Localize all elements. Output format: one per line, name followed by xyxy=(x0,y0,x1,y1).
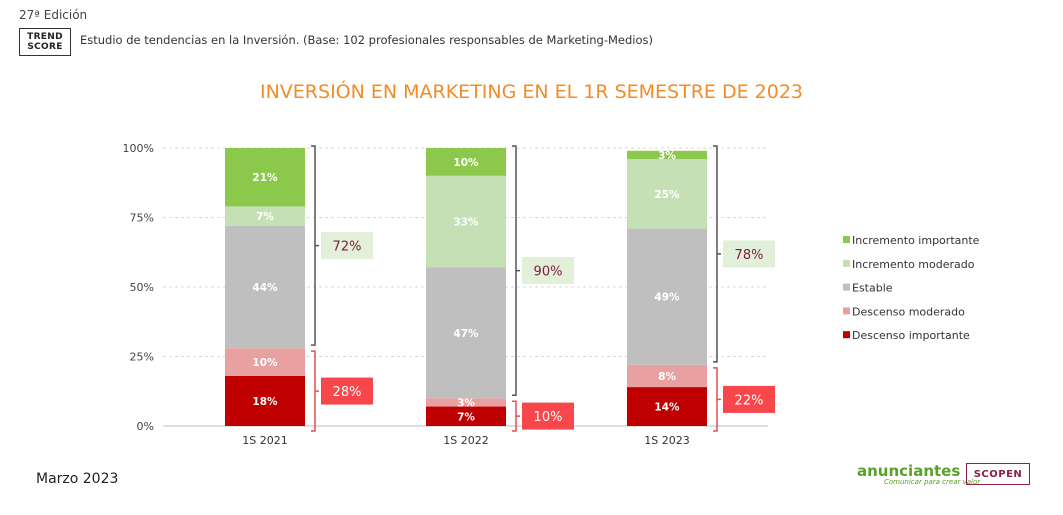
footer-date: Marzo 2023 xyxy=(36,471,119,487)
y-tick-label: 0% xyxy=(137,420,154,433)
bar-segment xyxy=(426,406,506,426)
decrease-total-label: 28% xyxy=(333,385,362,400)
data-label: 25% xyxy=(654,189,680,201)
data-label: 7% xyxy=(256,211,274,223)
y-tick-label: 75% xyxy=(130,212,154,225)
bar-segment xyxy=(225,148,305,207)
trend-score-logo: TREND SCORE xyxy=(19,28,71,56)
y-tick-label: 25% xyxy=(130,351,154,364)
legend-label: Incremento importante xyxy=(852,234,980,247)
non-decrease-total-label: 90% xyxy=(534,265,563,280)
legend-swatch xyxy=(843,331,850,339)
bar-segment xyxy=(627,150,707,160)
study-subtitle: Estudio de tendencias en la Inversión. (… xyxy=(80,33,654,47)
legend-swatch xyxy=(843,259,850,267)
data-label: 14% xyxy=(654,402,680,414)
legend-label: Incremento moderado xyxy=(852,258,975,271)
bar-segment xyxy=(225,206,305,226)
bar-segment xyxy=(225,348,305,376)
bar-segment xyxy=(627,364,707,388)
anunciantes-tagline: Comunicar para crear valor xyxy=(884,478,981,486)
legend-swatch xyxy=(843,307,850,315)
legend-label: Estable xyxy=(852,282,893,295)
data-label: 8% xyxy=(658,371,676,383)
upper-bracket xyxy=(512,145,520,396)
bar-segment xyxy=(426,267,506,399)
data-label: 3% xyxy=(658,150,676,162)
bar-segment xyxy=(225,375,305,426)
non-decrease-total-box xyxy=(723,240,775,268)
decrease-total-label: 10% xyxy=(534,410,563,425)
data-label: 21% xyxy=(252,172,278,184)
x-tick-label: 1S 2023 xyxy=(644,434,689,447)
bar-segment xyxy=(627,387,707,426)
lower-bracket xyxy=(713,367,721,432)
x-tick-label: 1S 2022 xyxy=(443,434,488,447)
bar-segment xyxy=(225,225,305,349)
data-label: 10% xyxy=(252,357,278,369)
non-decrease-total-label: 78% xyxy=(735,248,764,263)
x-tick-label: 1S 2021 xyxy=(242,434,287,447)
data-label: 10% xyxy=(453,157,479,169)
lower-bracket xyxy=(512,400,520,432)
non-decrease-total-box xyxy=(522,257,574,285)
data-label: 3% xyxy=(457,397,475,409)
decrease-total-box xyxy=(321,377,373,405)
legend-label: Descenso moderado xyxy=(852,305,965,318)
logo-line-1: TREND xyxy=(27,32,63,42)
decrease-total-box xyxy=(723,385,775,413)
data-label: 18% xyxy=(252,396,278,408)
data-label: 47% xyxy=(453,328,479,340)
decrease-total-box xyxy=(522,402,574,430)
legend-label: Descenso importante xyxy=(852,329,970,342)
scopen-logo: SCOPEN xyxy=(966,463,1030,485)
upper-bracket xyxy=(713,145,721,363)
lower-bracket xyxy=(311,350,319,432)
upper-bracket xyxy=(311,145,319,346)
chart-title: INVERSIÓN EN MARKETING EN EL 1R SEMESTRE… xyxy=(259,81,803,103)
bar-segment xyxy=(426,398,506,407)
bar-segment xyxy=(426,148,506,176)
non-decrease-total-label: 72% xyxy=(333,240,362,255)
decrease-total-label: 22% xyxy=(735,393,764,408)
bar-segment xyxy=(426,175,506,268)
data-label: 7% xyxy=(457,411,475,423)
non-decrease-total-box xyxy=(321,232,373,260)
bar-segment xyxy=(627,228,707,365)
data-label: 49% xyxy=(654,292,680,304)
logo-line-2: SCORE xyxy=(27,42,63,52)
edition-label: 27ª Edición xyxy=(19,8,88,22)
legend-swatch xyxy=(843,283,850,291)
anunciantes-logo: anunciantes xyxy=(857,462,961,480)
data-label: 44% xyxy=(252,282,278,294)
data-label: 33% xyxy=(453,217,479,229)
bar-segment xyxy=(627,159,707,229)
legend-swatch xyxy=(843,236,850,243)
y-tick-label: 50% xyxy=(130,281,154,294)
y-tick-label: 100% xyxy=(123,142,154,155)
